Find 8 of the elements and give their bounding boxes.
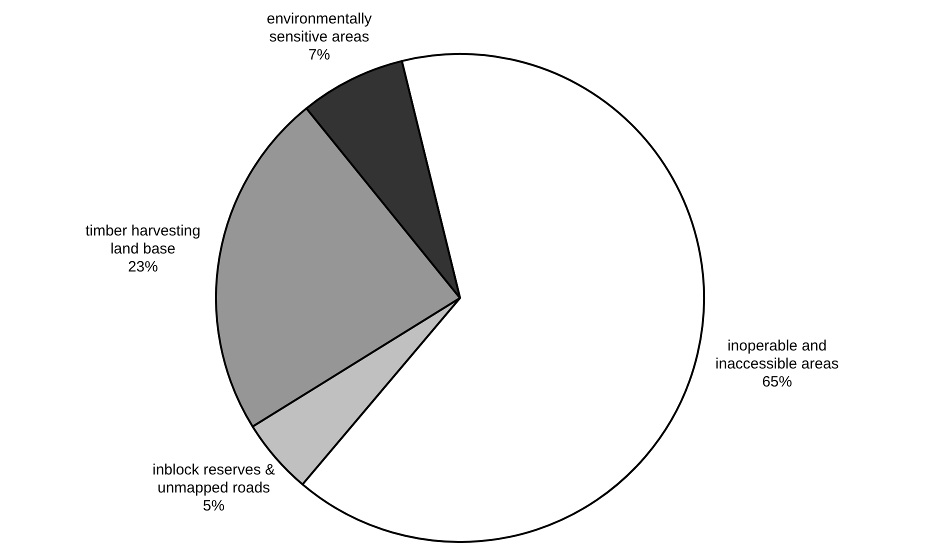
data-label: 7% [308,46,330,64]
slice-label: timber harvesting land base [85,222,201,258]
data-label: 65% [762,374,792,391]
slice-label: inoperable and inaccessible areas [715,338,839,373]
data-label: 5% [202,497,225,514]
slice-label: environmentally sensitive areas [266,10,372,46]
slice-label: inblock reserves & unmapped roads [152,461,276,496]
data-label: 23% [128,258,158,276]
